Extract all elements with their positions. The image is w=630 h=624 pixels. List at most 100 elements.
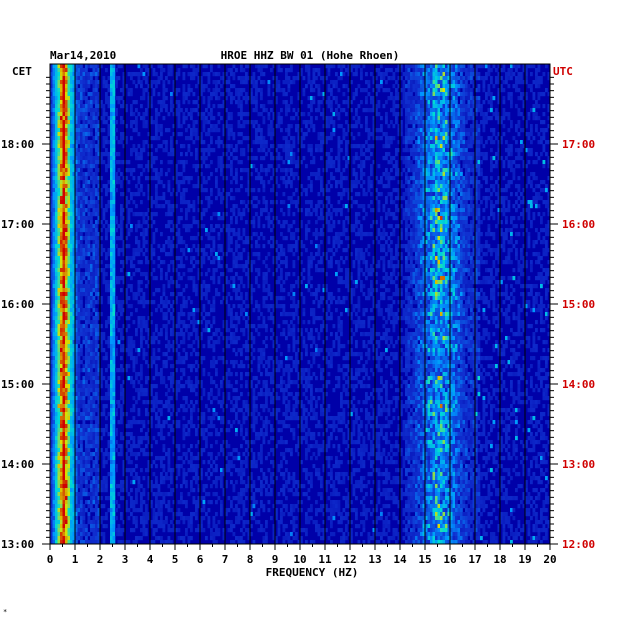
spectrogram-cell <box>472 68 476 73</box>
spectrogram-cell <box>355 120 358 125</box>
spectrogram-cell <box>452 124 456 129</box>
spectrogram-cell <box>55 172 58 177</box>
spectrogram-cell <box>100 236 103 241</box>
spectrogram-cell <box>87 172 91 177</box>
spectrogram-cell <box>297 228 301 233</box>
spectrogram-cell <box>320 100 323 105</box>
spectrogram-cell <box>472 220 476 225</box>
spectrogram-cell <box>227 236 231 241</box>
spectrogram-cell <box>515 80 518 85</box>
spectrogram-cell <box>85 188 88 193</box>
spectrogram-cell <box>465 128 468 133</box>
spectrogram-cell <box>92 68 96 73</box>
spectrogram-cell <box>385 72 388 77</box>
spectrogram-cell <box>420 200 423 205</box>
spectrogram-cell <box>455 88 458 93</box>
spectrogram-cell <box>455 224 458 229</box>
spectrogram-cell <box>195 68 198 73</box>
spectrogram-cell <box>310 152 313 157</box>
spectrogram-cell <box>377 180 381 185</box>
spectrogram-cell <box>312 72 316 77</box>
spectrogram-cell <box>110 124 113 129</box>
spectrogram-cell <box>415 224 418 229</box>
spectrogram-cell <box>355 112 358 117</box>
spectrogram-cell <box>275 88 278 93</box>
spectrogram-cell <box>530 224 533 229</box>
spectrogram-cell <box>310 172 313 177</box>
spectrogram-cell <box>417 80 421 85</box>
spectrogram-cell <box>52 128 56 133</box>
spectrogram-cell <box>542 188 546 193</box>
spectrogram-cell <box>505 80 508 85</box>
spectrogram-cell <box>92 136 96 141</box>
spectrogram-cell <box>262 116 266 121</box>
spectrogram-cell <box>165 144 168 149</box>
spectrogram-cell <box>405 208 408 213</box>
spectrogram-cell <box>112 116 116 121</box>
spectrogram-cell <box>442 64 446 69</box>
spectrogram-cell <box>450 152 453 157</box>
spectrogram-cell <box>312 160 316 165</box>
spectrogram-cell <box>305 132 308 137</box>
spectrogram-cell <box>497 156 501 161</box>
spectrogram-cell <box>75 112 78 117</box>
spectrogram-cell <box>342 128 346 133</box>
spectrogram-cell <box>425 192 428 197</box>
spectrogram-cell <box>412 212 416 217</box>
spectrogram-cell <box>292 200 296 205</box>
spectrogram-cell <box>237 76 241 81</box>
spectrogram-cell <box>285 76 288 81</box>
spectrogram-cell <box>120 204 123 209</box>
spectrogram-cell <box>347 88 351 93</box>
spectrogram-cell <box>367 144 371 149</box>
spectrogram-cell <box>460 72 463 77</box>
spectrogram-cell <box>417 232 421 237</box>
spectrogram-cell <box>180 160 183 165</box>
spectrogram-cell <box>362 180 366 185</box>
spectrogram-cell <box>65 132 68 137</box>
spectrogram-cell <box>92 236 96 241</box>
spectrogram-cell <box>210 192 213 197</box>
spectrogram-cell <box>385 132 388 137</box>
spectrogram-cell <box>445 112 448 117</box>
spectrogram-cell <box>445 160 448 165</box>
spectrogram-cell <box>490 92 493 97</box>
spectrogram-cell <box>272 132 276 137</box>
spectrogram-cell <box>225 144 228 149</box>
spectrogram-cell <box>97 80 101 85</box>
spectrogram-cell <box>70 176 73 181</box>
spectrogram-cell <box>52 204 56 209</box>
spectrogram-cell <box>317 88 321 93</box>
spectrogram-cell <box>105 112 108 117</box>
spectrogram-cell <box>422 140 426 145</box>
spectrogram-cell <box>455 76 458 81</box>
spectrogram-cell <box>415 96 418 101</box>
spectrogram-cell <box>165 224 168 229</box>
spectrogram-cell <box>77 156 81 161</box>
spectrogram-cell <box>457 188 461 193</box>
spectrogram-cell <box>445 168 448 173</box>
spectrogram-cell <box>200 84 203 89</box>
spectrogram-cell <box>205 116 208 121</box>
spectrogram-cell <box>435 224 438 229</box>
spectrogram-cell <box>445 80 448 85</box>
spectrogram-cell <box>542 160 546 165</box>
spectrogram-cell <box>207 236 211 241</box>
spectrogram-cell <box>502 212 506 217</box>
spectrogram-cell <box>535 112 538 117</box>
spectrogram-cell <box>447 184 451 189</box>
spectrogram-cell <box>102 104 106 109</box>
spectrogram-cell <box>137 112 141 117</box>
spectrogram-cell <box>215 128 218 133</box>
spectrogram-cell <box>57 80 61 85</box>
spectrogram-cell <box>222 164 226 169</box>
spectrogram-cell <box>177 160 181 165</box>
spectrogram-cell <box>260 176 263 181</box>
spectrogram-cell <box>442 168 446 173</box>
spectrogram-cell <box>472 240 476 245</box>
spectrogram-cell <box>490 136 493 141</box>
spectrogram-cell <box>260 164 263 169</box>
spectrogram-cell <box>347 188 351 193</box>
spectrogram-cell <box>185 212 188 217</box>
spectrogram-cell <box>422 220 426 225</box>
